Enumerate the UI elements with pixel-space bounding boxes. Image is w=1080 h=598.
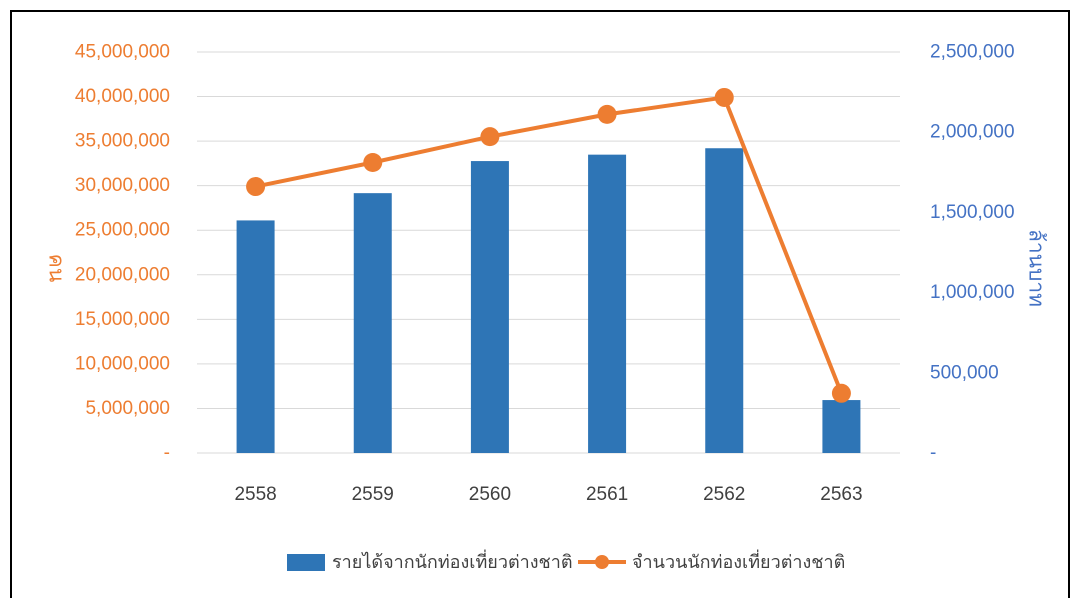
bar [822,400,861,453]
right-tick-label: 1,000,000 [930,282,1015,303]
left-tick-label: 5,000,000 [85,398,170,419]
bar [353,193,392,454]
left-axis-title: คน [45,254,68,282]
legend-bar-label: รายได้จากนักท่องเที่ยวต่างชาติ [332,549,573,572]
right-axis-ticks: - 500,000 1,000,000 1,500,000 2,000,000 2,500… [930,42,1015,464]
left-tick-label: 40,000,000 [75,86,170,107]
x-tick-label: 2563 [820,484,862,505]
x-axis-ticks: 2558 2559 2560 2561 2562 2563 [234,484,862,505]
left-axis-ticks: - 5,000,000 10,000,000 15,000,000 20,000,000… [75,42,170,464]
x-tick-label: 2558 [234,484,276,505]
bar [236,220,275,453]
bar [588,154,627,453]
left-tick-label: 15,000,000 [75,309,170,330]
right-tick-label: - [930,443,936,464]
line-point [597,104,617,124]
x-tick-label: 2560 [469,484,511,505]
chart-frame: - 5,000,000 10,000,000 15,000,000 20,000,000… [10,10,1070,598]
combo-chart: - 5,000,000 10,000,000 15,000,000 20,000,000… [45,42,1048,573]
right-tick-label: 1,500,000 [930,202,1015,223]
x-tick-label: 2561 [586,484,628,505]
legend-line-label: จำนวนนักท่องเที่ยวต่างชาติ [632,549,845,572]
left-tick-label: 45,000,000 [75,42,170,63]
right-tick-label: 2,000,000 [930,122,1015,143]
bar-series [236,148,861,454]
legend-bar-swatch [287,554,325,571]
line-point [246,177,266,197]
right-tick-label: 500,000 [930,362,999,383]
left-tick-label: 20,000,000 [75,264,170,285]
right-axis-title: ล้านบาท [1025,229,1048,307]
line-point [714,87,734,107]
left-tick-label: 30,000,000 [75,175,170,196]
gridlines [197,51,900,454]
line-point [831,383,851,403]
x-tick-label: 2559 [352,484,394,505]
bar [470,161,509,453]
bar [705,148,744,454]
left-tick-label: - [164,443,170,464]
x-tick-label: 2562 [703,484,745,505]
legend-line-marker [595,555,609,569]
right-tick-label: 2,500,000 [930,42,1015,63]
line-point [480,127,500,147]
series-line [253,95,844,396]
left-tick-label: 10,000,000 [75,353,170,374]
legend: รายได้จากนักท่องเที่ยวต่างชาติ จำนวนนักท… [287,549,845,572]
line-point [363,152,383,172]
line-series [246,87,851,403]
left-tick-label: 25,000,000 [75,220,170,241]
left-tick-label: 35,000,000 [75,131,170,152]
